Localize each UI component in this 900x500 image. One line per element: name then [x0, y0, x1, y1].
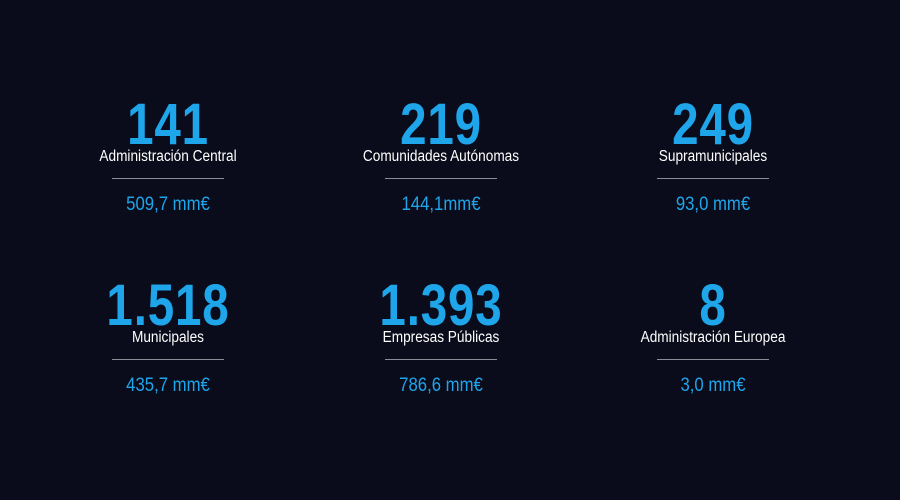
stat-amount: 144,1mm€ [401, 194, 481, 215]
divider [385, 359, 497, 360]
stat-label: Municipales [131, 329, 205, 346]
stat-label: Administración Central [99, 148, 237, 165]
stat-label: Empresas Públicas [382, 329, 500, 346]
divider [112, 359, 224, 360]
stat-tile: 249 Supramunicipales 93,0 mm€ [583, 95, 843, 235]
stat-amount: 435,7 mm€ [126, 375, 210, 396]
stat-amount: 509,7 mm€ [126, 194, 210, 215]
stat-amount: 3,0 mm€ [680, 375, 746, 396]
stat-count: 8 [699, 273, 727, 338]
stat-tile: 1.393 Empresas Públicas 786,6 mm€ [311, 276, 571, 416]
divider [657, 359, 769, 360]
stat-count: 1.518 [106, 273, 230, 338]
divider [112, 178, 224, 179]
stat-tile: 1.518 Municipales 435,7 mm€ [38, 276, 298, 416]
stat-tile: 219 Comunidades Autónomas 144,1mm€ [311, 95, 571, 235]
stat-count: 1.393 [379, 273, 503, 338]
stat-label: Supramunicipales [658, 148, 768, 165]
stat-label: Administración Europea [640, 329, 786, 346]
stat-amount: 93,0 mm€ [675, 194, 751, 215]
divider [657, 178, 769, 179]
stat-tile: 8 Administración Europea 3,0 mm€ [583, 276, 843, 416]
stat-count: 141 [127, 92, 209, 157]
stat-tile: 141 Administración Central 509,7 mm€ [38, 95, 298, 235]
stat-label: Comunidades Autónomas [362, 148, 520, 165]
stat-count: 249 [672, 92, 754, 157]
stat-count: 219 [400, 92, 482, 157]
divider [385, 178, 497, 179]
stat-amount: 786,6 mm€ [399, 375, 483, 396]
